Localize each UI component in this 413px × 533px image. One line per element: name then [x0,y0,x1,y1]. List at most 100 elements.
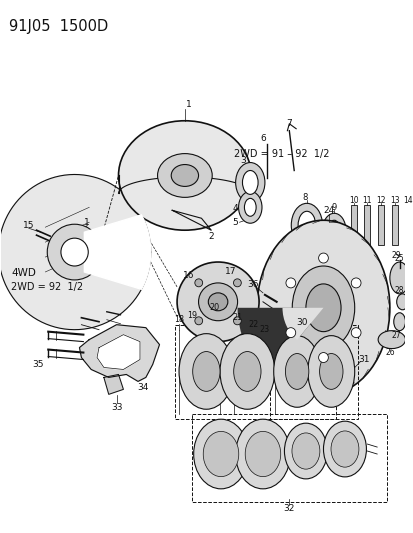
Ellipse shape [330,431,358,467]
Text: 22: 22 [247,320,258,329]
Text: 23: 23 [259,325,269,334]
Text: 9: 9 [331,203,336,212]
Text: 4WD: 4WD [11,268,36,278]
Bar [175,325,335,419]
Ellipse shape [256,220,389,395]
Circle shape [61,238,88,266]
Ellipse shape [323,421,366,477]
Text: 25: 25 [394,254,404,263]
Text: 4: 4 [232,204,238,213]
Polygon shape [84,215,150,289]
Bar [377,205,383,245]
Ellipse shape [219,334,274,409]
Ellipse shape [377,330,404,349]
Circle shape [285,278,295,288]
Ellipse shape [244,198,256,216]
Text: 32: 32 [283,504,294,513]
Ellipse shape [208,293,227,311]
Circle shape [318,253,328,263]
Ellipse shape [171,165,198,187]
Text: 20: 20 [209,303,219,312]
Text: 34: 34 [137,383,148,392]
Bar [404,205,411,245]
Ellipse shape [242,171,257,195]
Ellipse shape [291,433,319,469]
Bar [350,205,356,245]
Wedge shape [237,308,323,375]
Text: 10: 10 [348,196,358,205]
Text: 6: 6 [259,134,265,143]
Circle shape [350,278,360,288]
Bar [391,205,397,245]
Polygon shape [0,174,150,330]
Circle shape [318,352,328,362]
Polygon shape [104,375,123,394]
Bar [363,205,370,245]
Ellipse shape [177,262,259,342]
Text: 31: 31 [358,355,369,364]
Ellipse shape [235,419,290,489]
Text: 2: 2 [208,232,214,241]
Text: 19: 19 [187,311,197,320]
Ellipse shape [292,266,354,350]
Ellipse shape [118,121,251,230]
Text: 17: 17 [225,268,236,277]
Text: 2WD = 91 – 92  1/2: 2WD = 91 – 92 1/2 [233,149,328,159]
Ellipse shape [291,203,322,247]
Ellipse shape [389,262,408,294]
Text: 5: 5 [232,218,238,227]
Text: 13: 13 [389,196,399,205]
Text: 16: 16 [183,271,194,280]
Circle shape [195,317,202,325]
Text: 7: 7 [286,119,292,128]
Text: 12: 12 [375,196,385,205]
Text: 18: 18 [173,315,184,324]
Ellipse shape [193,419,248,489]
Text: 91J05  1500D: 91J05 1500D [9,19,108,34]
Ellipse shape [203,431,238,477]
Text: 15: 15 [23,221,34,230]
Text: 36: 36 [247,280,259,289]
Ellipse shape [244,431,280,477]
Text: 35: 35 [33,360,44,369]
Text: 24: 24 [323,206,334,215]
Circle shape [233,317,241,325]
Bar [191,414,386,502]
Text: 1: 1 [84,218,90,227]
Ellipse shape [285,353,308,389]
Ellipse shape [178,334,233,409]
Ellipse shape [192,352,219,391]
Text: 33: 33 [111,403,122,412]
Ellipse shape [238,191,261,223]
Text: 2WD = 92  1/2: 2WD = 92 1/2 [11,282,83,292]
Circle shape [47,224,102,280]
Text: 21: 21 [232,313,242,322]
Text: 29: 29 [391,251,401,260]
Circle shape [233,279,241,287]
Text: 1: 1 [185,100,191,109]
Circle shape [406,218,413,242]
Ellipse shape [305,284,340,332]
Circle shape [285,328,295,337]
Polygon shape [172,211,211,230]
Circle shape [350,328,360,337]
Text: 11: 11 [362,196,371,205]
Ellipse shape [198,283,237,321]
Ellipse shape [233,352,260,391]
Ellipse shape [157,154,212,197]
Text: 28: 28 [394,286,404,295]
Ellipse shape [307,336,354,407]
Text: 26: 26 [384,348,394,357]
Text: 3: 3 [240,156,246,165]
Text: 30: 30 [296,318,307,327]
Bar [269,325,357,419]
Ellipse shape [297,211,315,239]
Circle shape [195,279,202,287]
Polygon shape [79,325,159,382]
Text: 27: 27 [391,331,401,340]
Ellipse shape [273,336,320,407]
Polygon shape [97,335,140,369]
Ellipse shape [322,213,345,247]
Ellipse shape [393,313,404,330]
Wedge shape [282,308,323,340]
